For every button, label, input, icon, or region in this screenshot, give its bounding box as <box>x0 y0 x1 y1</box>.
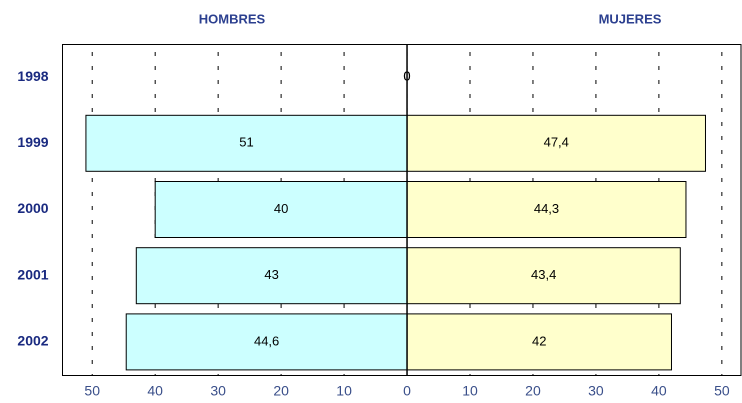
value-label: 40 <box>274 201 288 216</box>
x-tick-label: 10 <box>462 383 478 399</box>
category-label: 2002 <box>17 333 48 349</box>
series-header: MUJERES <box>599 11 662 26</box>
x-tick-label: 20 <box>273 383 289 399</box>
bar <box>125 313 408 371</box>
x-tick-label: 20 <box>525 383 541 399</box>
category-label: 2001 <box>17 266 48 282</box>
x-tick-label: 30 <box>210 383 226 399</box>
x-tick-label: 40 <box>147 383 163 399</box>
x-tick-label: 30 <box>588 383 604 399</box>
bar <box>406 114 706 172</box>
value-label: 44,6 <box>254 333 279 348</box>
x-tick-label: 0 <box>403 383 411 399</box>
value-label: 47,4 <box>544 135 569 150</box>
value-label: 51 <box>239 135 253 150</box>
category-label: 2000 <box>17 200 48 216</box>
series-header: HOMBRES <box>199 11 266 26</box>
bar <box>154 181 408 238</box>
value-label: 43,4 <box>531 267 556 282</box>
x-tick-label: 50 <box>84 383 100 399</box>
x-tick-label: 10 <box>336 383 352 399</box>
category-label: 1998 <box>17 68 48 84</box>
category-label: 1999 <box>17 134 48 150</box>
value-label: 43 <box>264 267 278 282</box>
x-tick-label: 40 <box>651 383 667 399</box>
bar <box>406 313 672 371</box>
bar <box>85 114 408 172</box>
plot-area <box>62 44 742 376</box>
bar <box>135 247 408 305</box>
value-label: 44,3 <box>534 201 559 216</box>
value-label: 42 <box>532 333 546 348</box>
x-tick-label: 50 <box>714 383 730 399</box>
